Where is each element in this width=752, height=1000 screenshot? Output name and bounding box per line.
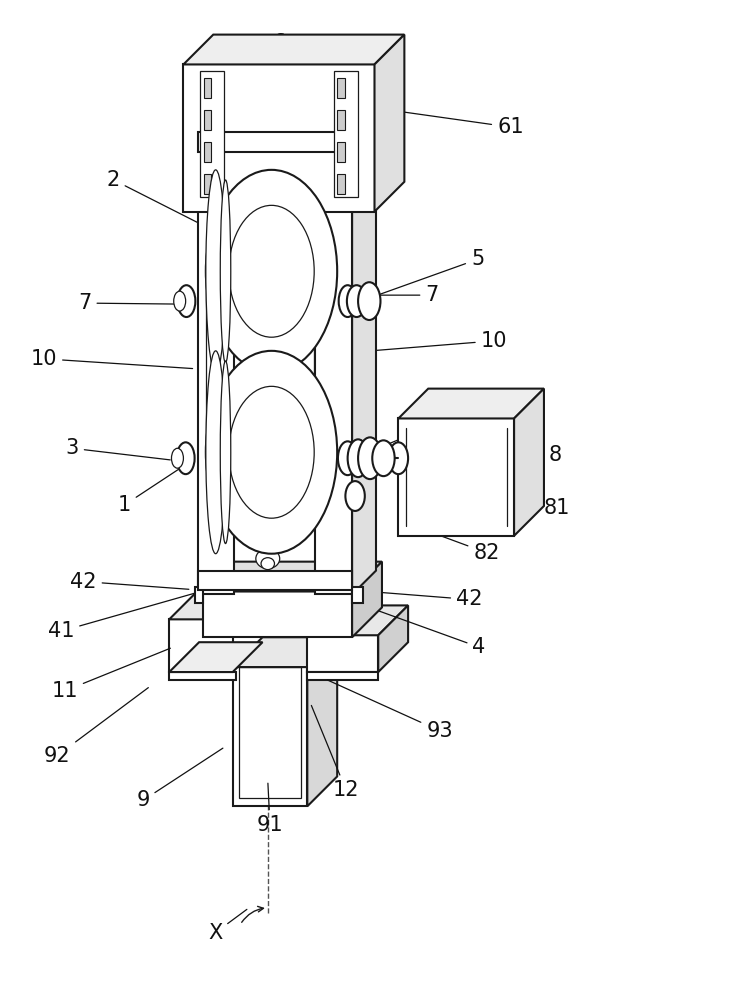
- Bar: [315, 132, 352, 594]
- Polygon shape: [399, 389, 544, 418]
- Text: 5: 5: [380, 249, 484, 294]
- Polygon shape: [203, 562, 382, 591]
- Bar: [204, 110, 211, 130]
- Bar: [337, 174, 344, 194]
- Text: 12: 12: [311, 705, 359, 800]
- Text: 10: 10: [349, 331, 507, 353]
- Text: 8: 8: [461, 445, 562, 465]
- Ellipse shape: [347, 439, 368, 477]
- Ellipse shape: [171, 448, 183, 468]
- Ellipse shape: [220, 180, 231, 363]
- Text: 7: 7: [78, 293, 177, 313]
- Ellipse shape: [261, 558, 274, 570]
- Ellipse shape: [347, 285, 366, 317]
- Bar: [199, 132, 234, 594]
- Text: 93: 93: [328, 680, 453, 741]
- Text: 4: 4: [377, 610, 486, 657]
- Polygon shape: [308, 605, 408, 635]
- Text: 6: 6: [228, 33, 286, 64]
- Ellipse shape: [206, 351, 226, 554]
- Text: 42: 42: [70, 572, 189, 592]
- Polygon shape: [232, 637, 337, 667]
- Text: 91: 91: [256, 783, 284, 835]
- Text: 10: 10: [31, 349, 193, 369]
- Ellipse shape: [338, 285, 356, 317]
- Text: 82: 82: [427, 531, 499, 563]
- Text: 83: 83: [371, 399, 487, 451]
- Text: X: X: [208, 909, 247, 943]
- Polygon shape: [308, 637, 337, 806]
- Polygon shape: [384, 448, 405, 468]
- Ellipse shape: [206, 170, 337, 373]
- Bar: [238, 667, 302, 798]
- Polygon shape: [378, 605, 408, 672]
- Text: 81: 81: [463, 491, 570, 518]
- Bar: [334, 71, 358, 197]
- Text: 42: 42: [371, 589, 483, 609]
- Ellipse shape: [372, 440, 395, 476]
- Text: 92: 92: [44, 688, 148, 766]
- Bar: [203, 591, 352, 637]
- Ellipse shape: [174, 291, 186, 311]
- Ellipse shape: [206, 170, 226, 373]
- Ellipse shape: [177, 442, 195, 474]
- Text: 9: 9: [136, 748, 223, 810]
- Ellipse shape: [358, 437, 382, 479]
- Polygon shape: [352, 562, 382, 637]
- Bar: [200, 71, 224, 197]
- Bar: [337, 78, 344, 98]
- Text: 3: 3: [65, 438, 170, 460]
- Ellipse shape: [345, 481, 365, 511]
- Ellipse shape: [220, 361, 231, 544]
- Ellipse shape: [259, 546, 277, 562]
- Ellipse shape: [358, 282, 381, 320]
- Ellipse shape: [229, 386, 314, 518]
- Bar: [204, 78, 211, 98]
- Polygon shape: [183, 35, 405, 64]
- Bar: [337, 142, 344, 162]
- Bar: [204, 174, 211, 194]
- Bar: [337, 110, 344, 130]
- Ellipse shape: [177, 285, 196, 317]
- Polygon shape: [308, 672, 378, 680]
- Polygon shape: [374, 35, 405, 212]
- Polygon shape: [514, 389, 544, 536]
- Polygon shape: [352, 108, 376, 594]
- Polygon shape: [169, 642, 262, 672]
- Text: 1: 1: [118, 460, 193, 515]
- Polygon shape: [308, 635, 378, 672]
- Ellipse shape: [338, 441, 357, 475]
- Text: 11: 11: [51, 648, 171, 701]
- Polygon shape: [352, 587, 363, 603]
- Text: 41: 41: [47, 576, 254, 641]
- Text: 2: 2: [107, 170, 217, 232]
- Ellipse shape: [229, 205, 314, 337]
- Polygon shape: [196, 587, 203, 603]
- Text: 61: 61: [387, 110, 523, 137]
- Bar: [399, 418, 514, 536]
- Ellipse shape: [206, 351, 337, 554]
- Ellipse shape: [256, 549, 280, 569]
- Polygon shape: [169, 619, 232, 672]
- Ellipse shape: [389, 442, 408, 474]
- Bar: [204, 142, 211, 162]
- Polygon shape: [169, 672, 236, 680]
- Bar: [232, 667, 308, 806]
- Bar: [183, 64, 374, 212]
- Bar: [199, 571, 352, 590]
- Polygon shape: [169, 589, 262, 619]
- Text: 7: 7: [381, 285, 438, 305]
- Bar: [199, 132, 352, 152]
